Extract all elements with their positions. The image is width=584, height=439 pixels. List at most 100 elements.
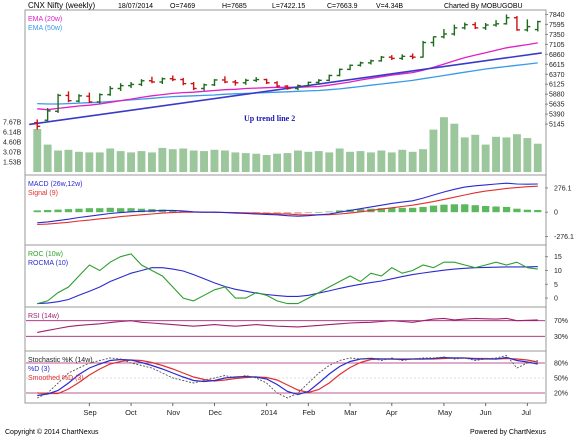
chart-frame (24, 9, 547, 404)
macd-histogram-bar (106, 207, 114, 213)
macd-histogram-bar (419, 206, 427, 213)
legend-stochastic-d: %D (3) (28, 366, 50, 373)
legend-macd: MACD (26w,12w) (28, 181, 82, 188)
volume-bar (325, 152, 334, 172)
macd-histogram-bar (440, 204, 448, 213)
macd-histogram-bar (96, 208, 104, 213)
legend-ema50: EMA (50w) (28, 25, 62, 32)
macd-histogram-bar (429, 205, 438, 213)
volume-bar (137, 151, 146, 172)
volume-tick-label: 7.67B (3, 119, 22, 126)
price-tick-label: 5635 (549, 102, 565, 109)
rsi-tick-label: 30% (554, 334, 568, 341)
volume-bar (168, 149, 177, 172)
macd-histogram-bar (377, 208, 385, 213)
macd-histogram-bar (283, 212, 292, 214)
macd-signal-line (37, 185, 538, 226)
volume-tick-label: 4.60B (3, 140, 22, 147)
macd-histogram-bar (304, 212, 312, 214)
header-open: O=7469 (170, 3, 195, 10)
macd-histogram-bar (336, 210, 344, 213)
x-tick-label: Feb (302, 408, 315, 417)
rsi-tick-label: 70% (554, 318, 568, 325)
macd-histogram-bar (513, 208, 521, 213)
volume-bar (450, 123, 459, 172)
volume-bar (127, 152, 135, 172)
k-line (37, 354, 538, 399)
volume-bar (54, 150, 62, 172)
volume-bar (95, 152, 104, 172)
volume-bar (419, 149, 427, 172)
header-low: L=7422.15 (272, 3, 305, 10)
volume-bar (241, 153, 250, 172)
macd-tick-label: 0 (554, 210, 558, 217)
price-tick-label: 5390 (549, 112, 565, 119)
volume-bar (387, 152, 396, 172)
macd-histogram-bar (85, 208, 93, 213)
volume-bar (262, 155, 271, 172)
price-tick-label: 7105 (549, 42, 565, 49)
roc-tick-label: 0 (554, 296, 558, 303)
trend-line-annotation: Up trend line 2 (244, 114, 295, 123)
header-close: C=7663.9 (327, 3, 358, 10)
volume-bar (116, 151, 125, 172)
volume-bar (148, 152, 156, 172)
price-tick-label: 6615 (549, 62, 565, 69)
price-tick-label: 7840 (549, 12, 565, 19)
volume-bar (106, 148, 115, 172)
macd-histogram-bar (315, 212, 323, 213)
volume-bar (492, 136, 500, 172)
macd-histogram-bar (492, 206, 500, 213)
volume-bar (200, 151, 208, 172)
volume-bar (513, 134, 521, 172)
legend-signal: Signal (9) (28, 190, 58, 197)
volume-tick-label: 1.53B (3, 160, 22, 167)
macd-histogram-bar (294, 212, 302, 214)
volume-bar (408, 151, 417, 172)
macd-histogram-bar (502, 206, 511, 213)
volume-bar (304, 151, 313, 172)
macd-histogram-bar (388, 207, 396, 213)
macd-histogram-bar (75, 208, 83, 213)
x-tick-label: Jun (480, 408, 492, 417)
footer-copyright: Copyright © 2014 ChartNexus (5, 428, 99, 436)
volume-bar (43, 144, 52, 172)
legend-stochastic-k: Stochastic %K (14w) (28, 357, 93, 364)
macd-histogram-bar (33, 210, 41, 213)
macd-histogram-bar (409, 207, 417, 213)
x-tick-label: Dec (209, 408, 223, 417)
price-tick-label: 6125 (549, 82, 565, 89)
volume-bar (533, 143, 542, 172)
volume-bar (377, 150, 386, 172)
volume-bar (158, 147, 167, 172)
d-line (37, 356, 538, 397)
macd-histogram-bar (169, 210, 177, 213)
panels: 7.67B 6.14B 4.60B 3.07B 1.53B 7840 7595 7350 710… (3, 12, 574, 417)
stochastic-tick-label: 20% (554, 391, 568, 398)
volume-bar (502, 137, 511, 172)
roc-tick-label: 10 (554, 268, 562, 275)
volume-bar (471, 134, 480, 172)
price-tick-label: 6860 (549, 52, 565, 59)
x-tick-label: Nov (167, 408, 181, 417)
macd-histogram-bar (54, 209, 62, 213)
volume-bar (398, 149, 407, 172)
macd-histogram-bar (461, 204, 469, 213)
header-charted-by: Charted By MOBUGOBU (444, 3, 523, 10)
macd-histogram-bar (117, 208, 125, 213)
price-tick-label: 5145 (549, 122, 565, 129)
x-tick-label: 2014 (261, 408, 278, 417)
trend-line (29, 52, 542, 126)
macd-line (37, 182, 538, 224)
macd-histogram-bar (471, 205, 479, 213)
roc-line (37, 253, 538, 305)
volume-bar (231, 152, 240, 172)
roc-tick-label: 5 (554, 282, 558, 289)
macd-histogram-bar (273, 212, 281, 214)
volume-bar (210, 149, 219, 172)
stochastic-tick-label: 80% (554, 361, 568, 368)
volume-bar (294, 150, 302, 172)
header-high: H=7685 (222, 3, 247, 10)
volume-bar (335, 148, 344, 172)
